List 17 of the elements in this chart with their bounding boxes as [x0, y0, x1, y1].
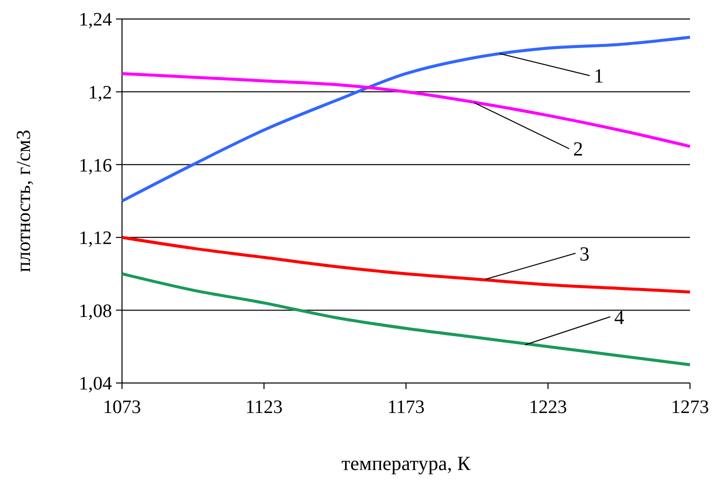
y-tick-label: 1,08	[78, 300, 112, 322]
y-tick-label: 1,04	[78, 374, 112, 395]
y-tick-label: 1,12	[78, 228, 112, 250]
annotation: 4	[614, 306, 624, 329]
y-tick-label: 1,2	[88, 82, 112, 104]
y-axis-title: плотность, г/см3	[13, 130, 35, 272]
annotation: 2	[573, 138, 584, 161]
annotation: 1	[594, 66, 604, 88]
x-tick-label: 1223	[529, 397, 567, 418]
x-tick-label: 1273	[671, 397, 709, 418]
y-tick-label: 1,24	[78, 10, 112, 31]
x-axis-title: температура, К	[342, 453, 472, 475]
x-tick-label: 1123	[245, 397, 283, 418]
annotation: 3	[580, 243, 590, 266]
x-tick-label: 1173	[387, 397, 425, 418]
y-tick-label: 1,16	[78, 155, 112, 176]
x-tick-label: 1073	[103, 397, 141, 418]
